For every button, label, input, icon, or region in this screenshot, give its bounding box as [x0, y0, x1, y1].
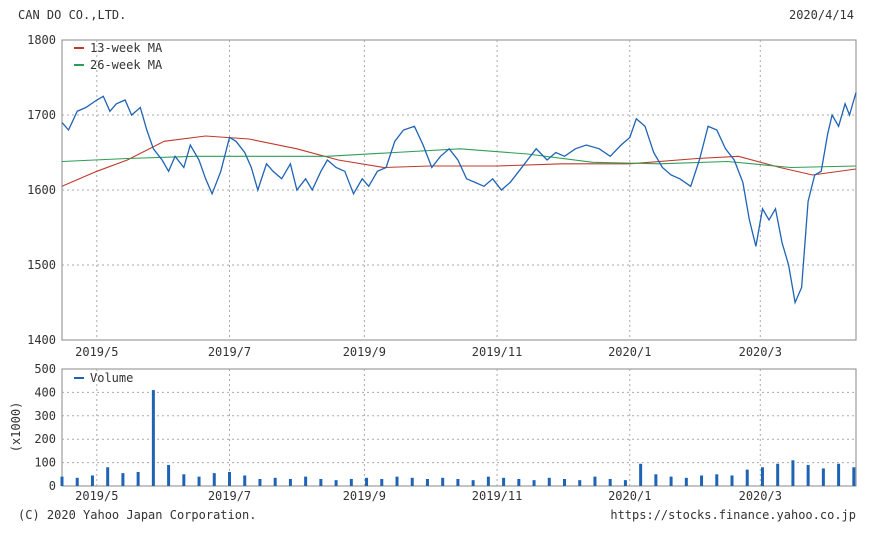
- price-y-tick-label: 1600: [27, 183, 56, 197]
- legend-label: 13-week MA: [90, 41, 163, 55]
- copyright-text: (C) 2020 Yahoo Japan Corporation.: [18, 508, 257, 522]
- volume-bar: [304, 476, 308, 486]
- volume-bar: [471, 480, 475, 486]
- volume-bar: [806, 464, 810, 486]
- company-name: CAN DO CO.,LTD.: [18, 8, 127, 22]
- volume-bar: [700, 475, 704, 486]
- volume-y-axis-label: (x1000): [9, 402, 23, 453]
- volume-bar: [167, 464, 171, 486]
- legend-label: 26-week MA: [90, 58, 163, 72]
- volume-bar: [441, 477, 445, 486]
- volume-bar: [456, 478, 460, 486]
- volume-bar: [121, 473, 125, 486]
- volume-bar: [669, 476, 673, 486]
- volume-bar: [380, 478, 384, 486]
- volume-bar: [425, 478, 429, 486]
- price-x-tick-label: 2019/11: [472, 345, 523, 359]
- volume-frame: [61, 368, 857, 487]
- volume-bar: [623, 480, 627, 486]
- volume-bar: [502, 477, 506, 486]
- price-x-tick-label: 2019/5: [75, 345, 118, 359]
- volume-y-tick-label: 300: [34, 409, 56, 423]
- volume-bar: [486, 476, 490, 486]
- volume-bar: [639, 463, 643, 486]
- price-x-tick-label: 2020/3: [739, 345, 782, 359]
- volume-bar: [228, 471, 232, 486]
- price-y-tick-label: 1700: [27, 108, 56, 122]
- volume-bar: [258, 478, 262, 486]
- volume-bar: [136, 471, 140, 486]
- price-frame: [61, 39, 857, 341]
- volume-y-tick-label: 100: [34, 456, 56, 470]
- price-x-tick-label: 2019/7: [208, 345, 251, 359]
- volume-bar: [365, 477, 369, 486]
- volume-bar: [60, 476, 64, 486]
- price-x-tick-label: 2019/9: [343, 345, 386, 359]
- volume-bar: [395, 476, 399, 486]
- volume-bar: [517, 478, 521, 486]
- volume-bar: [106, 467, 110, 486]
- volume-bar: [745, 469, 749, 486]
- ma26-line: [61, 148, 857, 169]
- volume-bar: [319, 478, 323, 486]
- volume-bar: [776, 463, 780, 486]
- volume-bar: [90, 475, 94, 486]
- price-y-tick-label: 1500: [27, 258, 56, 272]
- volume-bar: [821, 468, 825, 486]
- volume-bar: [197, 476, 201, 486]
- volume-bar: [608, 478, 612, 486]
- volume-bar: [593, 476, 597, 486]
- ma13-line: [61, 135, 857, 187]
- volume-bar: [288, 478, 292, 486]
- volume-panel: 0 100 200 300 400 500 2019/5 2019/7 2019/9 2019/1…: [9, 362, 857, 503]
- volume-bar: [684, 477, 688, 486]
- volume-bar: [730, 475, 734, 486]
- volume-bar: [760, 467, 764, 486]
- volume-x-tick-label: 2020/3: [739, 489, 782, 503]
- volume-bar: [182, 474, 186, 486]
- chart-date: 2020/4/14: [788, 8, 854, 22]
- volume-x-tick-label: 2019/5: [75, 489, 118, 503]
- price-panel: 1400 1500 1600 1700 1800 2019/5 2019/7 2019/9 20…: [27, 33, 857, 359]
- volume-bar: [563, 478, 567, 486]
- volume-bar: [75, 477, 79, 486]
- volume-bar: [410, 477, 414, 486]
- volume-bar: [273, 477, 277, 486]
- volume-y-tick-label: 400: [34, 385, 56, 399]
- volume-bar: [837, 463, 841, 486]
- price-y-tick-label: 1800: [27, 33, 56, 47]
- volume-bar: [578, 480, 582, 486]
- volume-x-tick-label: 2019/9: [343, 489, 386, 503]
- volume-x-tick-label: 2019/7: [208, 489, 251, 503]
- volume-bar: [791, 460, 795, 486]
- volume-y-tick-label: 0: [49, 479, 56, 493]
- price-line: [61, 92, 857, 305]
- volume-bar: [151, 390, 155, 486]
- source-url[interactable]: https://stocks.finance.yahoo.co.jp: [610, 508, 856, 522]
- volume-bar: [852, 467, 856, 486]
- volume-bar: [715, 474, 719, 486]
- volume-bar: [547, 477, 551, 486]
- volume-bar: [654, 474, 658, 486]
- volume-bar: [243, 475, 247, 486]
- price-x-tick-label: 2020/1: [608, 345, 651, 359]
- volume-x-tick-label: 2019/11: [472, 489, 523, 503]
- legend-label: Volume: [90, 371, 133, 385]
- volume-bar: [334, 480, 338, 486]
- volume-bar: [212, 473, 216, 486]
- volume-y-tick-label: 500: [34, 362, 56, 376]
- volume-x-tick-label: 2020/1: [608, 489, 651, 503]
- volume-bar: [532, 480, 536, 486]
- volume-bar: [349, 478, 353, 486]
- volume-y-tick-label: 200: [34, 432, 56, 446]
- price-y-tick-label: 1400: [27, 333, 56, 347]
